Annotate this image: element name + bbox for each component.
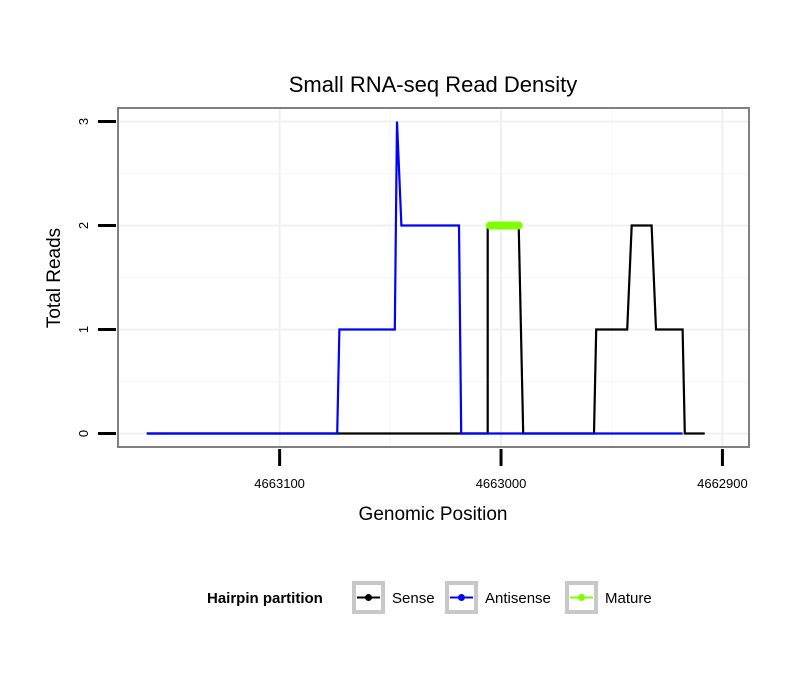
legend-key-point (458, 594, 465, 601)
legend-label-antisense: Antisense (485, 590, 551, 607)
chart-title: Small RNA-seq Read Density (289, 72, 578, 97)
x-axis: 4663100 4663000 4662900 (254, 449, 748, 491)
legend-key-point (578, 594, 585, 601)
legend: Hairpin partition Sense Antisense Mature (207, 581, 652, 614)
y-tick-label: 3 (76, 118, 91, 125)
x-tick-label: 4662900 (697, 476, 748, 491)
y-axis: 0 1 2 3 (76, 118, 116, 437)
legend-label-mature: Mature (605, 590, 652, 607)
series-layer (146, 121, 705, 435)
legend-label-sense: Sense (392, 590, 435, 607)
x-tick-label: 4663000 (476, 476, 527, 491)
y-axis-title: Total Reads (44, 228, 65, 328)
plot-border (117, 107, 750, 448)
x-tick-label: 4663100 (254, 476, 305, 491)
x-axis-title: Genomic Position (359, 504, 508, 525)
legend-key-point (365, 594, 372, 601)
y-tick-label: 1 (76, 326, 91, 333)
series-line-antisense (146, 121, 683, 435)
y-tick-label: 2 (76, 222, 91, 229)
y-tick-label: 0 (76, 430, 91, 437)
legend-title: Hairpin partition (207, 590, 323, 607)
